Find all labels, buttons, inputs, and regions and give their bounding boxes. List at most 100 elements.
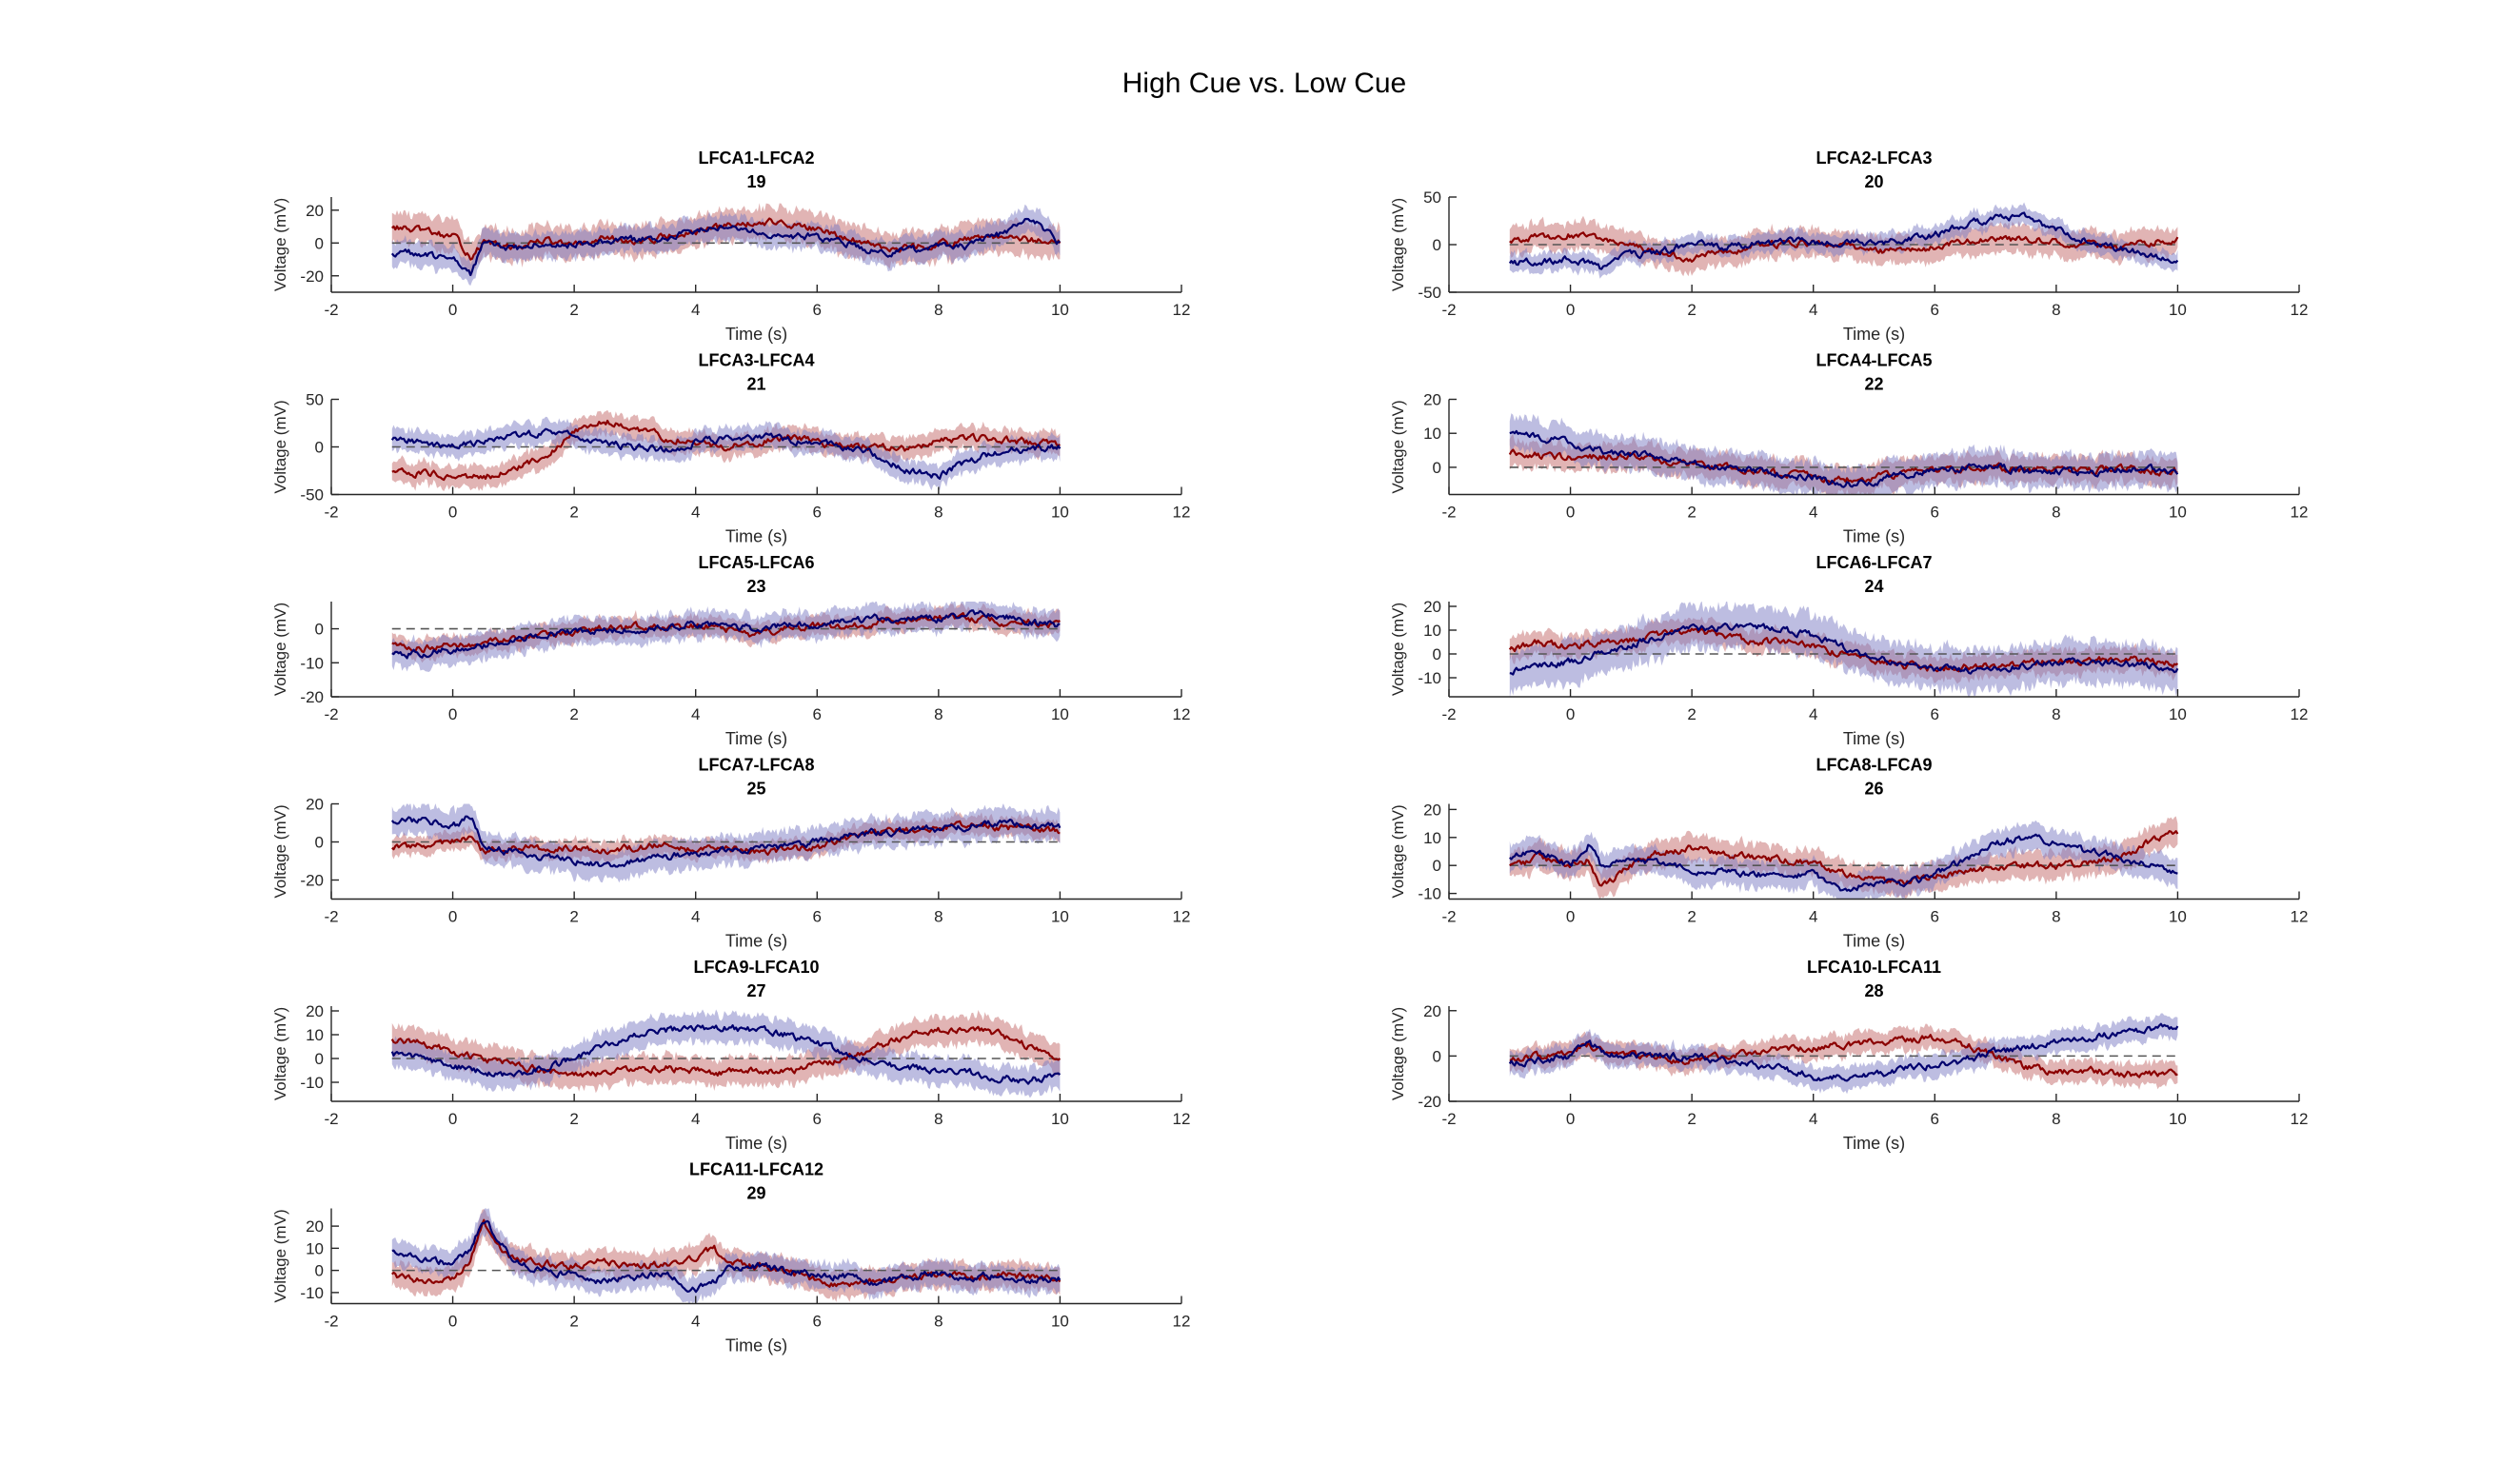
subplot-number: 28 [1864,981,1883,1000]
x-tick-label: 0 [448,301,457,319]
plot-area [391,602,1061,672]
plot-area [1508,413,2179,495]
y-axis-label: Voltage (mV) [271,400,289,493]
x-axis-label: Time (s) [725,729,787,748]
x-tick-label: -2 [1441,301,1456,319]
confidence-band [391,1208,1061,1304]
x-tick-label: 0 [1566,1110,1575,1128]
y-axis-label: Voltage (mV) [271,603,289,696]
x-tick-label: 10 [2169,1110,2187,1128]
x-tick-label: -2 [1441,1110,1456,1128]
x-tick-label: 6 [813,301,822,319]
x-tick-label: -2 [324,301,338,319]
y-tick-label: 50 [306,391,324,409]
low-cue-line [390,427,1062,480]
y-axis-label: Voltage (mV) [1389,804,1407,898]
x-tick-label: 8 [934,908,943,926]
x-tick-label: 8 [2052,908,2060,926]
x-tick-label: 4 [1809,1110,1817,1128]
x-tick-label: 0 [448,1110,457,1128]
x-tick-label: 2 [1687,301,1696,319]
subplot-number: 23 [746,577,765,596]
x-tick-label: 6 [1931,301,1939,319]
confidence-band [391,1009,1061,1098]
confidence-band [391,204,1061,287]
x-tick-label: 10 [1051,504,1069,522]
high-cue-line [1508,627,2179,673]
x-tick-label: 4 [691,1313,700,1331]
low-cue-line [1509,622,2179,676]
y-tick-label: 10 [1423,425,1441,443]
x-tick-label: 0 [448,504,457,522]
x-tick-label: 4 [1809,301,1817,319]
x-axis-label: Time (s) [725,932,787,951]
y-tick-label: -20 [1418,1093,1441,1111]
x-tick-label: 12 [2291,301,2309,319]
plot-area [390,203,1062,287]
x-axis-label: Time (s) [725,1134,787,1153]
x-tick-label: 0 [1566,705,1575,723]
y-axis-label: Voltage (mV) [271,1209,289,1302]
x-axis-label: Time (s) [1843,1134,1905,1153]
plot-area [1508,602,2179,697]
x-tick-label: 8 [934,504,943,522]
x-tick-label: 0 [1566,908,1575,926]
y-axis-label: Voltage (mV) [1389,198,1407,291]
x-tick-label: 6 [813,1110,822,1128]
x-tick-label: 2 [1687,504,1696,522]
x-tick-label: 2 [1687,908,1696,926]
confidence-band [1509,816,2178,900]
y-tick-label: 0 [315,621,324,639]
plot-area [1508,1013,2179,1095]
x-tick-label: 4 [691,301,700,319]
y-tick-label: -20 [300,688,324,706]
subplot-number: 24 [1864,577,1883,596]
x-tick-label: -2 [324,705,338,723]
figure-title: High Cue vs. Low Cue [1122,68,1406,99]
subplot-number: 25 [746,780,765,799]
plot-area [1509,816,2179,900]
x-axis-label: Time (s) [725,1336,787,1355]
subplot-title: LFCA4-LFCA5 [1816,351,1933,370]
x-tick-label: 0 [1566,504,1575,522]
subplot-title: LFCA3-LFCA4 [699,351,815,370]
high-cue-line [390,1025,1062,1078]
y-tick-label: 10 [1423,829,1441,847]
low-cue-line [391,609,1061,660]
x-tick-label: 12 [1173,705,1191,723]
y-tick-label: 0 [315,234,324,252]
y-tick-label: -10 [300,1074,324,1092]
subplot-title: LFCA9-LFCA10 [693,958,819,977]
y-tick-label: 0 [1433,645,1441,663]
x-tick-label: 4 [691,1110,700,1128]
x-tick-label: 10 [2169,908,2187,926]
low-cue-line [390,1023,1062,1085]
x-tick-label: 2 [569,504,578,522]
y-tick-label: -50 [300,486,324,504]
y-axis-label: Voltage (mV) [271,1007,289,1100]
subplot-title: LFCA8-LFCA9 [1816,756,1933,775]
x-axis-label: Time (s) [1843,527,1905,546]
confidence-band [391,803,1061,883]
y-tick-label: 0 [1433,1047,1441,1065]
y-tick-label: 0 [315,1050,324,1068]
x-tick-label: 4 [1809,705,1817,723]
x-tick-label: 10 [1051,908,1069,926]
x-axis-label: Time (s) [1843,729,1905,748]
y-tick-label: 0 [315,834,324,852]
x-tick-label: 8 [2052,301,2060,319]
low-cue-line [1508,1022,2179,1082]
x-tick-label: -2 [324,1110,338,1128]
x-tick-label: 2 [1687,1110,1696,1128]
x-tick-label: 10 [1051,1110,1069,1128]
x-tick-label: 6 [1931,908,1939,926]
y-tick-label: 20 [1423,801,1441,819]
subplot-title: LFCA11-LFCA12 [689,1160,823,1179]
x-tick-label: 2 [1687,705,1696,723]
y-tick-label: 0 [1433,857,1441,875]
subplot-title: LFCA5-LFCA6 [699,553,815,572]
y-tick-label: 0 [315,439,324,457]
